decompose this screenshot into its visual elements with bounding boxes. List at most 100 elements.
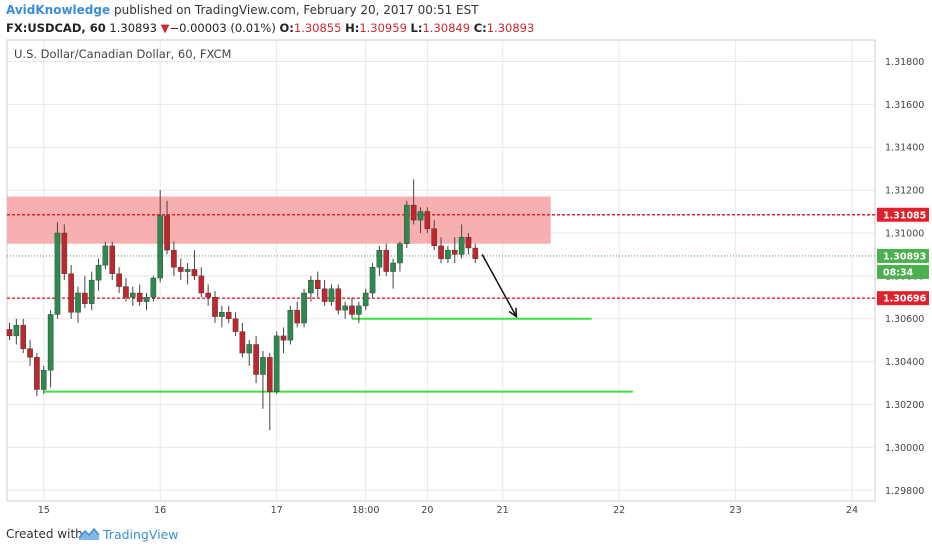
candle-body — [34, 357, 40, 390]
ohlc-line: FX:USDCAD, 60 1.30893 ▼−0.00003 (0.01%) … — [6, 21, 534, 35]
x-tick-label: 18:00 — [352, 505, 379, 516]
resistance-zone — [7, 196, 551, 244]
y-tick-label: 1.30000 — [885, 443, 924, 454]
last-price: 1.30893 — [109, 21, 157, 35]
price-tag-label: 1.31085 — [883, 210, 926, 221]
y-tick-label: 1.30400 — [885, 357, 924, 368]
candle-body — [458, 237, 465, 255]
candle-body — [260, 357, 266, 375]
tradingview-logo-icon[interactable] — [78, 526, 100, 542]
plot-area[interactable] — [6, 39, 876, 502]
candle-body — [397, 243, 403, 264]
candle-body — [123, 286, 129, 298]
x-tick-label: 17 — [271, 505, 283, 516]
candle-body — [280, 335, 287, 341]
candle-body — [88, 279, 95, 304]
candle-body — [342, 305, 348, 311]
created-with-label: Created with — [6, 527, 83, 541]
candle-body — [47, 314, 54, 371]
candle-body — [431, 228, 438, 247]
open-value: 1.30855 — [293, 21, 342, 35]
open-label: O: — [279, 21, 294, 35]
author-link[interactable]: AvidKnowledge — [6, 3, 111, 17]
candle-body — [61, 232, 68, 274]
candle-body — [40, 370, 47, 390]
y-tick-label: 1.31400 — [885, 143, 924, 154]
price-chart[interactable]: U.S. Dollar/Canadian Dollar, 60, FXCM 1.… — [0, 0, 932, 518]
price-tag-box — [877, 264, 929, 279]
publish-line: AvidKnowledge published on TradingView.c… — [6, 3, 479, 17]
x-tick-label: 24 — [846, 505, 858, 516]
y-tick-label: 1.31000 — [885, 228, 924, 239]
x-tick-label: 16 — [154, 505, 166, 516]
candle-body — [27, 348, 33, 358]
low-value: 1.30849 — [422, 21, 471, 35]
low-label: L: — [410, 21, 423, 35]
candle-body — [445, 249, 451, 259]
price-tags: 1.31085 1.30893 08:34 1.30696 — [877, 207, 929, 306]
candle-body — [472, 247, 479, 259]
candle-body — [383, 249, 390, 272]
candle-body — [13, 324, 20, 337]
candle-body — [376, 249, 383, 268]
candle-body — [424, 211, 431, 229]
arrow-shaft — [481, 254, 518, 317]
candle-body — [417, 211, 424, 221]
chart-header: AvidKnowledge published on TradingView.c… — [0, 0, 932, 40]
candle-body — [308, 279, 314, 294]
candle-body — [356, 305, 362, 315]
candle-body — [287, 309, 294, 341]
y-tick-label: 1.31200 — [885, 186, 924, 197]
candle-body — [225, 312, 232, 319]
y-tick-label: 1.31800 — [885, 57, 924, 68]
candle-body — [20, 324, 27, 349]
price-tag-label: 1.30893 — [883, 251, 926, 262]
candle-body — [362, 292, 369, 307]
candle-body — [212, 297, 218, 317]
candle-body — [314, 279, 321, 289]
candle-body — [328, 288, 335, 302]
candle-body — [273, 335, 280, 392]
grid-lines — [7, 40, 875, 501]
candle-body — [438, 245, 444, 259]
x-tick-label: 15 — [38, 505, 50, 516]
candle-body — [54, 232, 61, 315]
candle-body — [390, 262, 396, 272]
footer: Created with TradingView — [0, 518, 932, 550]
candle-body — [349, 305, 355, 315]
x-tick-label: 23 — [730, 505, 742, 516]
tradingview-brand[interactable]: TradingView — [103, 527, 179, 542]
candle-body — [68, 273, 74, 313]
time-axis[interactable]: 15 16 17 18:00 20 21 22 23 24 — [38, 505, 858, 516]
symbol-label[interactable]: FX:USDCAD, 60 — [6, 21, 106, 35]
candle-body — [465, 237, 472, 249]
candle-body — [321, 288, 328, 302]
level-lines — [7, 214, 875, 393]
candle-body — [219, 312, 225, 317]
candle-body — [301, 292, 307, 324]
candle-body — [143, 297, 150, 302]
candle-body — [451, 249, 458, 255]
candle-body — [232, 318, 239, 332]
candle-body — [157, 215, 164, 279]
candle-body — [116, 273, 122, 287]
candle-body — [246, 344, 253, 354]
candle-body — [253, 344, 259, 375]
y-tick-label: 1.30600 — [885, 314, 924, 325]
candle-body — [410, 204, 417, 221]
candle-body — [191, 269, 198, 277]
close-value: 1.30893 — [486, 21, 535, 35]
price-tag-box — [877, 248, 929, 263]
candle-body — [184, 269, 191, 272]
resistance-zone-box — [7, 196, 551, 244]
candle-body — [239, 331, 246, 354]
candle-body — [164, 215, 170, 251]
candle-body — [150, 277, 157, 298]
candle-body — [177, 267, 184, 272]
close-label: C: — [473, 21, 487, 35]
x-tick-label: 22 — [613, 505, 625, 516]
x-tick-label: 21 — [497, 505, 509, 516]
chart-title: U.S. Dollar/Canadian Dollar, 60, FXCM — [14, 47, 231, 61]
high-value: 1.30959 — [359, 21, 407, 35]
high-label: H: — [345, 21, 360, 35]
